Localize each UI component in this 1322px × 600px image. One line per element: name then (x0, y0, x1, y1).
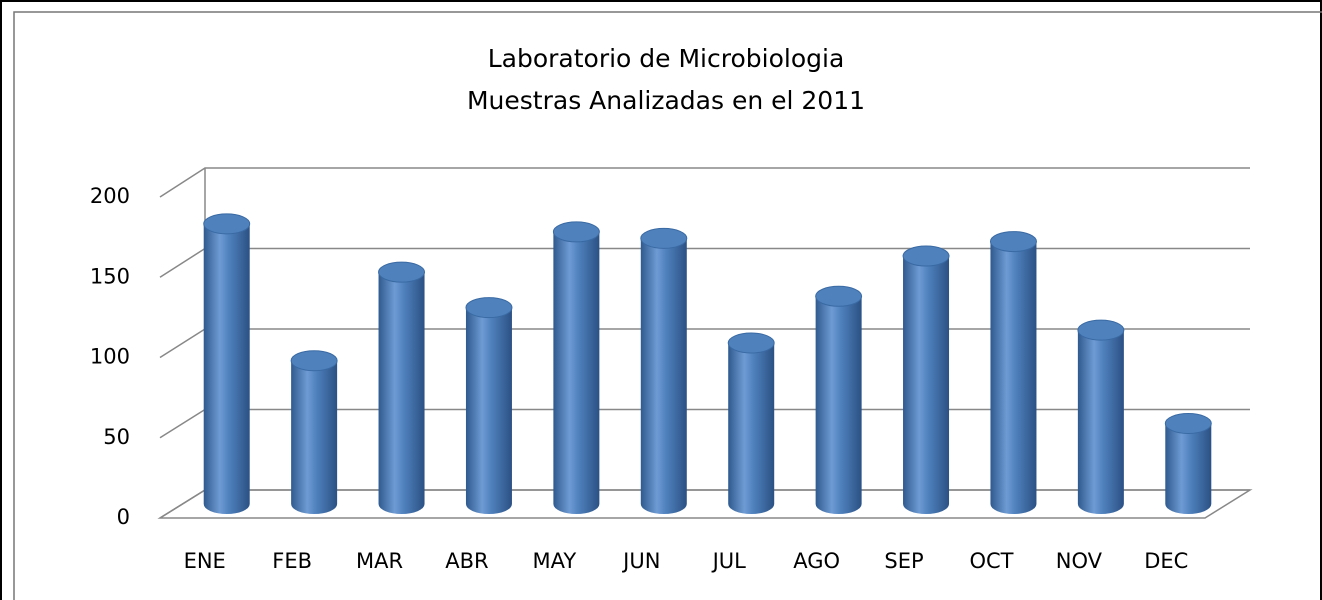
x-tick-label: OCT (969, 549, 1013, 573)
bar-top (815, 285, 863, 307)
bar-top (378, 261, 426, 283)
bar (902, 245, 950, 514)
bar (203, 213, 251, 515)
chart-title: Laboratorio de Microbiologia (488, 44, 845, 73)
y-tick-label: 200 (90, 184, 130, 208)
bar-body (815, 296, 862, 514)
x-tick-label: MAR (356, 549, 403, 573)
bar (465, 297, 513, 514)
bar (989, 231, 1037, 514)
x-tick-label: AGO (793, 549, 840, 573)
bar-body (728, 343, 775, 514)
bar-top (203, 213, 251, 235)
x-tick-label: FEB (272, 549, 312, 573)
bar-top (552, 221, 600, 243)
bar-top (902, 245, 950, 267)
bar (552, 221, 600, 514)
x-tick-label: JUN (621, 549, 660, 573)
bar-body (1077, 330, 1124, 514)
x-tick-label: ENE (184, 549, 226, 573)
bar-top (727, 332, 775, 354)
bar (378, 261, 426, 514)
bar-body (553, 231, 600, 514)
chart-area-border (13, 11, 1322, 600)
bar (290, 350, 338, 514)
x-tick-label: MAY (533, 549, 577, 573)
bar-body (1165, 423, 1212, 514)
y-tick-label: 100 (90, 345, 130, 369)
chart-subtitle: Muestras Analizadas en el 2011 (467, 86, 865, 115)
bar (1077, 319, 1125, 514)
y-tick-label: 50 (103, 425, 130, 449)
bar-top (1077, 319, 1125, 341)
bar-body (203, 223, 250, 515)
bar-body (465, 307, 512, 514)
bar (1164, 413, 1212, 514)
bar-body (903, 256, 950, 514)
x-tick-label: DEC (1144, 549, 1188, 573)
x-tick-label: SEP (884, 549, 923, 573)
bar-top (640, 227, 688, 249)
bar-top (1164, 413, 1212, 434)
bar (640, 227, 688, 514)
bar (815, 285, 863, 514)
bar-body (378, 272, 425, 514)
bar-body (640, 238, 687, 514)
x-tick-label: ABR (445, 549, 488, 573)
bar-body (291, 360, 338, 514)
x-tick-label: NOV (1056, 549, 1103, 573)
y-tick-label: 150 (90, 264, 130, 288)
bar-top (465, 297, 513, 319)
bar-top (290, 350, 338, 372)
bar (727, 332, 775, 514)
bar-body (990, 241, 1037, 514)
x-tick-label: JUL (711, 549, 747, 573)
bar-top (989, 231, 1037, 253)
y-tick-label: 0 (117, 505, 130, 529)
